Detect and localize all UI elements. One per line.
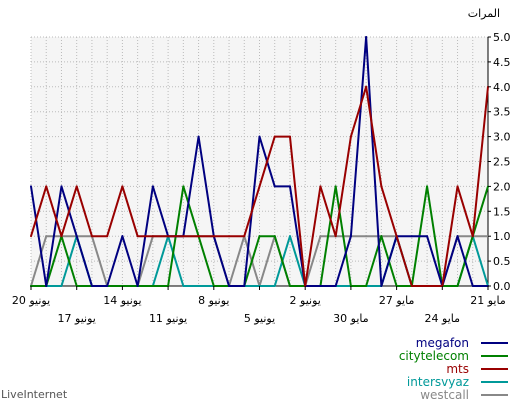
x-tick-label: 8 يونيو — [198, 294, 229, 307]
series-segment-westcall — [304, 235, 322, 287]
series-segment-megafon — [349, 36, 368, 238]
series-segment-megafon — [45, 185, 63, 287]
series-mts — [30, 85, 489, 287]
x-tick-label: 20 يونيو — [12, 294, 50, 307]
series-segment-citytelecom — [319, 185, 337, 287]
series-segment-mts — [106, 185, 124, 238]
series-segment-intersvyaz — [288, 235, 307, 287]
series-segment-mts — [471, 85, 489, 238]
series-segment-megafon — [182, 135, 200, 238]
x-tick-label: 27 مايو — [379, 294, 415, 307]
series-segment-mts — [288, 135, 307, 287]
series-segment-citytelecom — [60, 235, 78, 287]
y-tick-label: 4.0 — [493, 81, 511, 94]
series-segment-westcall — [30, 235, 48, 287]
footer-brand: LiveInternet — [1, 388, 68, 401]
series-segment-mts — [258, 135, 276, 188]
series-segment-mts — [395, 235, 413, 287]
series-segment-mts — [121, 185, 139, 238]
y-tick-label: 1.0 — [493, 230, 511, 243]
series-segment-megafon — [30, 185, 48, 287]
x-tick-label: 17 يونيو — [58, 312, 96, 325]
series-segment-mts — [60, 185, 78, 238]
y-axis-label: المرات — [468, 7, 500, 20]
y-tick-label: 2.0 — [493, 180, 511, 193]
series-segment-citytelecom — [471, 185, 489, 238]
series-segment-megafon — [426, 235, 444, 287]
series-segment-megafon — [212, 235, 231, 287]
series-segment-megafon — [121, 235, 139, 287]
series-segment-intersvyaz — [167, 235, 185, 287]
series-segment-mts — [75, 185, 93, 238]
series-segment-mts — [45, 185, 63, 238]
y-tick-label: 0.0 — [493, 280, 511, 293]
series-segment-mts — [349, 85, 368, 138]
series-segment-westcall — [258, 235, 276, 287]
x-tick-label: 24 مايو — [425, 312, 461, 325]
series-segment-intersvyaz — [151, 235, 170, 287]
series-segment-megafon — [380, 235, 398, 287]
series-segment-mts — [243, 185, 261, 238]
series-segment-westcall — [228, 235, 246, 287]
x-tick-label: 5 يونيو — [244, 312, 275, 325]
y-tick-label: 5.0 — [493, 31, 511, 44]
series-segment-megafon — [197, 135, 215, 238]
series-segment-megafon — [75, 235, 93, 287]
y-tick-label: 4.5 — [493, 56, 511, 69]
x-tick-label: 14 يونيو — [103, 294, 141, 307]
y-tick-label: 1.5 — [493, 205, 511, 218]
y-tick-label: 0.5 — [493, 255, 511, 268]
series-segment-mts — [334, 135, 352, 238]
series-segment-mts — [441, 185, 459, 287]
y-tick-label: 2.5 — [493, 156, 511, 169]
y-tick-label: 3.5 — [493, 106, 511, 119]
series-segment-mts — [30, 185, 48, 238]
series-segment-megafon — [456, 235, 474, 287]
x-tick-label: 30 مايو — [333, 312, 369, 325]
series-segment-citytelecom — [273, 235, 291, 287]
series-segment-citytelecom — [426, 185, 444, 287]
series-segment-intersvyaz — [471, 235, 489, 287]
series-segment-mts — [319, 185, 337, 238]
series-segment-citytelecom — [243, 235, 261, 287]
series-segment-megafon — [106, 235, 124, 287]
legend-label-westcall: westcall — [420, 388, 469, 402]
x-tick-label: 21 مايو — [470, 294, 506, 307]
series-segment-citytelecom — [45, 235, 63, 287]
y-tick-label: 3.0 — [493, 131, 511, 144]
series-segment-citytelecom — [334, 185, 352, 287]
legend-label-citytelecom: citytelecom — [399, 349, 469, 363]
series-segment-westcall — [90, 235, 109, 287]
series-segment-megafon — [334, 235, 352, 287]
series-segment-megafon — [441, 235, 459, 287]
legend-label-megafon: megafon — [416, 336, 469, 350]
series-segment-mts — [380, 185, 398, 238]
series-segment-mts — [456, 185, 474, 238]
x-tick-label: 11 يونيو — [149, 312, 187, 325]
series-segment-citytelecom — [182, 185, 200, 238]
x-tick-label: 2 يونيو — [290, 294, 321, 307]
series-segment-mts — [365, 85, 383, 188]
series-segment-mts — [304, 185, 322, 287]
series-segment-megafon — [365, 36, 383, 287]
series-segment-westcall — [136, 235, 154, 287]
series-segment-citytelecom — [197, 235, 215, 287]
legend-label-intersvyaz: intersvyaz — [407, 375, 469, 389]
legend-label-mts: mts — [446, 362, 469, 376]
series-segment-megafon — [151, 185, 170, 238]
